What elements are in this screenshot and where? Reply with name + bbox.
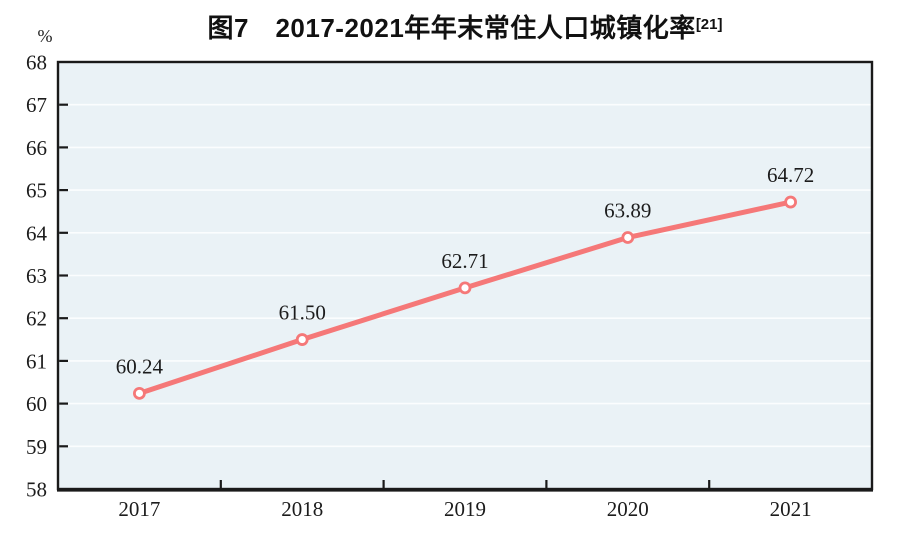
data-point-marker [295,333,309,346]
chart-title: 图7 2017-2021年年末常住人口城镇化率[21] [58,8,872,45]
data-point-label: 64.72 [767,163,814,187]
x-axis-tick-label: 2021 [770,497,812,521]
y-axis-tick-label: 59 [26,435,47,459]
data-point-marker [621,231,635,244]
data-point-label: 61.50 [279,301,326,325]
y-axis-tick-label: 62 [26,307,47,331]
y-axis-tick-label: 67 [26,93,47,117]
data-point-marker [458,281,472,295]
data-point-marker [132,386,146,400]
chart-title-superscript: [21] [695,15,723,33]
data-point-marker [784,195,797,209]
x-axis-tick-label: 2017 [118,497,160,521]
x-axis-tick-label: 2018 [281,497,323,521]
y-axis-tick-label: 65 [26,179,47,203]
y-axis-tick-label: 63 [26,264,47,288]
data-point-label: 63.89 [604,198,651,222]
data-point-label: 62.71 [441,249,488,273]
y-axis-tick-label: 66 [26,136,47,160]
y-axis-unit-label: % [37,26,53,46]
x-axis-tick-label: 2020 [607,497,649,521]
y-axis-tick-label: 58 [26,478,47,502]
y-axis-tick-label: 61 [26,349,47,373]
data-point-label: 60.24 [116,354,164,378]
y-axis-tick-label: 68 [26,51,47,75]
x-axis-tick-label: 2019 [444,497,486,521]
y-axis-tick-label: 64 [26,221,48,245]
chart-title-text: 图7 2017-2021年年末常住人口城镇化率 [207,13,696,43]
y-axis-tick-label: 60 [26,392,47,416]
